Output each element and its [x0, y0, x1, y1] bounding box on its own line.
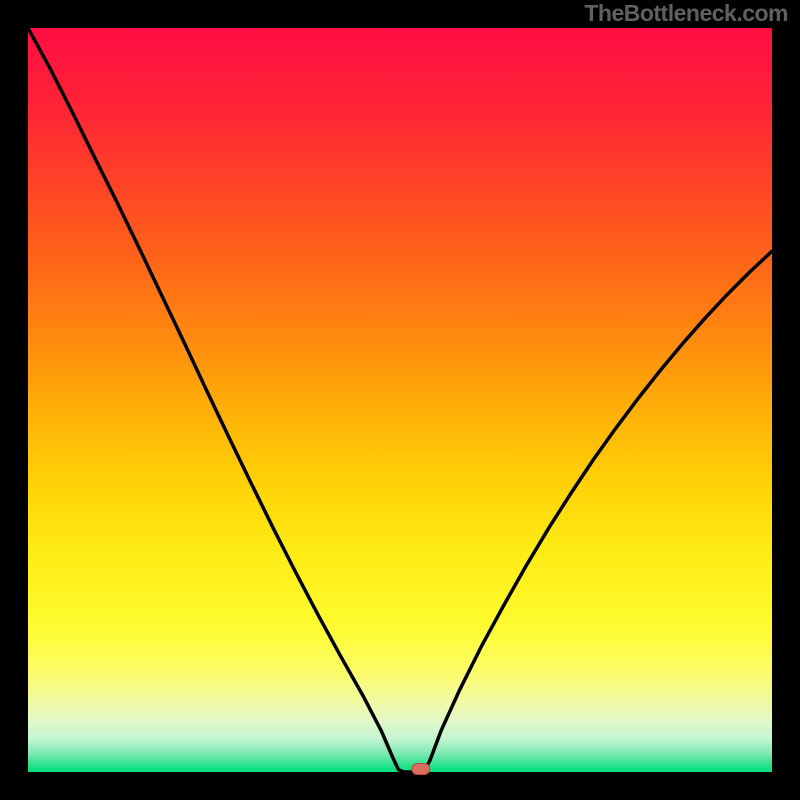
chart-container: TheBottleneck.com [0, 0, 800, 800]
minimum-marker [412, 764, 430, 775]
plot-background [28, 28, 772, 772]
watermark-text: TheBottleneck.com [584, 0, 788, 27]
chart-svg [0, 0, 800, 800]
